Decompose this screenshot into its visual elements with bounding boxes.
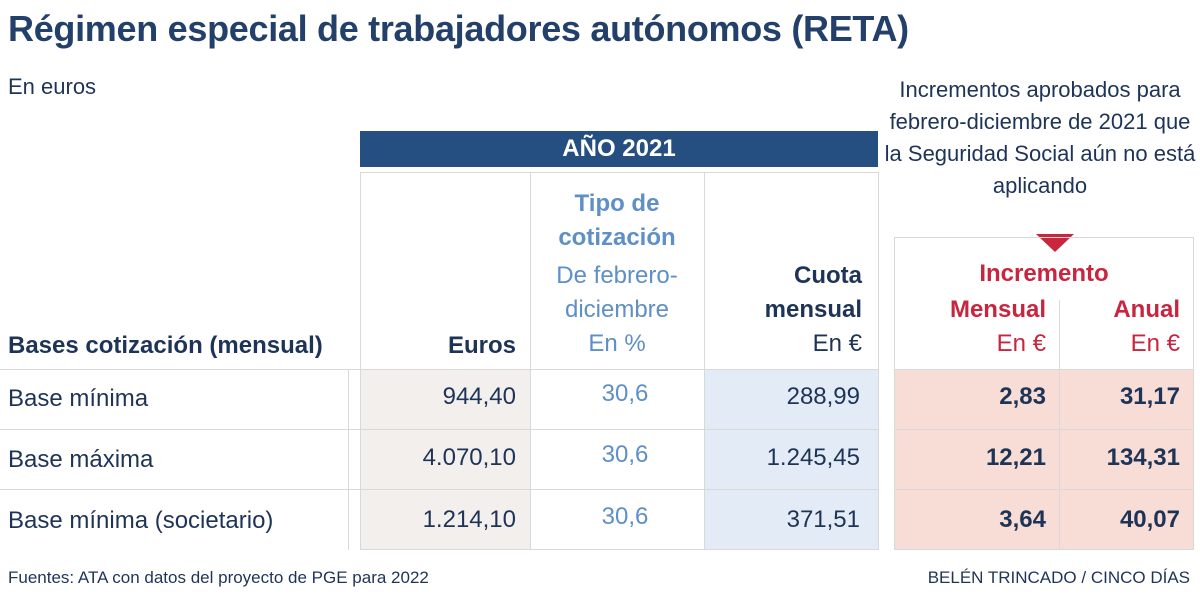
grid-line [0, 429, 878, 430]
grid-line [1193, 237, 1194, 550]
tipo-header-sub1: De febrero- [556, 262, 678, 289]
down-arrow-icon [1036, 234, 1074, 252]
tipo-header-unit: En % [588, 330, 646, 357]
grid-line [360, 549, 878, 550]
grid-line [1059, 300, 1060, 550]
tipo-cell: 30,6 [601, 380, 649, 407]
grid-line [894, 489, 1194, 490]
grid-line [0, 369, 878, 370]
increment-note: Incrementos aprobados para febrero-dicie… [884, 77, 1196, 198]
mensual-header-unit: En € [996, 330, 1046, 357]
grid-line [704, 172, 705, 550]
tipo-header-line2: cotización [558, 224, 676, 251]
cuota-cell: 288,99 [786, 383, 860, 410]
row-label: Base mínima (societario) [8, 507, 274, 534]
euros-cell: 1.214,10 [422, 506, 516, 533]
cuota-header-line2: mensual [764, 296, 862, 323]
mensual-cell: 2,83 [999, 383, 1046, 410]
credit-footer: BELÉN TRINCADO / CINCO DÍAS [927, 568, 1190, 587]
anual-header-unit: En € [1130, 330, 1180, 357]
grid-line [894, 549, 1194, 550]
grid-line [894, 429, 1194, 430]
euros-cell: 944,40 [442, 383, 516, 410]
euros-column-fill [360, 370, 530, 550]
anual-header: Anual [1113, 296, 1180, 323]
euros-column-header: Euros [447, 332, 516, 359]
bases-column-header: Bases cotización (mensual) [8, 332, 323, 359]
mensual-header: Mensual [949, 296, 1046, 323]
grid-line [360, 172, 361, 550]
cuota-header-unit: En € [812, 330, 862, 357]
grid-line [348, 369, 349, 550]
units-subtitle: En euros [8, 74, 97, 99]
anual-cell: 134,31 [1106, 444, 1180, 471]
grid-line [894, 237, 895, 550]
grid-line [360, 172, 878, 173]
source-footer: Fuentes: ATA con datos del proyecto de P… [8, 568, 429, 587]
grid-line [894, 369, 1194, 370]
year-header: AÑO 2021 [360, 131, 878, 167]
anual-cell: 40,07 [1119, 506, 1180, 533]
tipo-header-line1: Tipo de [574, 190, 660, 217]
mensual-cell: 3,64 [999, 506, 1046, 533]
anual-cell: 31,17 [1119, 383, 1180, 410]
incremento-header: Incremento [979, 260, 1109, 287]
page-title: Régimen especial de trabajadores autónom… [8, 8, 909, 49]
tipo-cell: 30,6 [601, 503, 649, 530]
mensual-cell: 12,21 [985, 444, 1046, 471]
grid-line [530, 172, 531, 550]
row-label: Base mínima [8, 385, 149, 412]
cuota-column-fill [705, 370, 878, 550]
grid-line [894, 237, 1194, 238]
cuota-cell: 371,51 [786, 506, 860, 533]
tipo-cell: 30,6 [601, 441, 649, 468]
increment-column-fill [895, 370, 1193, 550]
tipo-header-sub2: diciembre [564, 296, 670, 323]
row-label: Base máxima [8, 446, 154, 473]
grid-line [0, 489, 878, 490]
cuota-cell: 1.245,45 [766, 444, 860, 471]
euros-cell: 4.070,10 [422, 444, 516, 471]
grid-line [878, 172, 879, 550]
cuota-header-line1: Cuota [794, 262, 862, 289]
